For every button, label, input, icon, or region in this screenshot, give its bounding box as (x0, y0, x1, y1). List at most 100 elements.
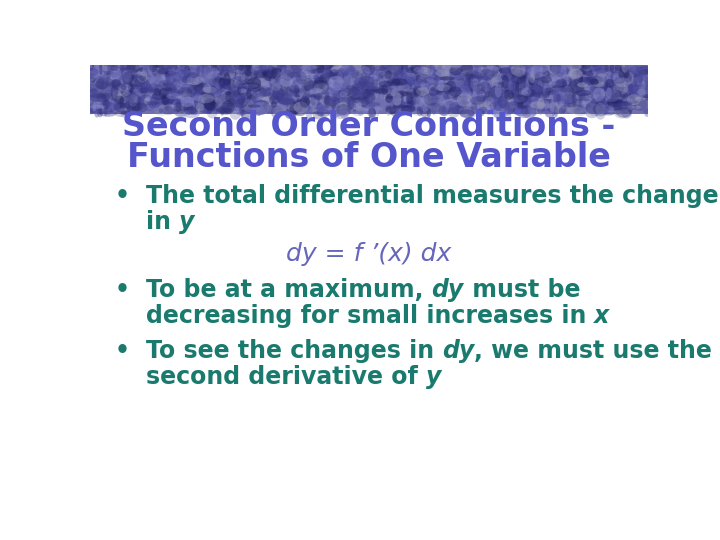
Ellipse shape (338, 94, 346, 107)
Ellipse shape (228, 80, 231, 93)
Ellipse shape (338, 87, 353, 97)
Ellipse shape (181, 71, 195, 80)
Ellipse shape (438, 80, 444, 91)
Ellipse shape (150, 75, 156, 87)
Ellipse shape (367, 103, 380, 106)
Ellipse shape (365, 61, 377, 70)
Ellipse shape (533, 104, 537, 110)
Ellipse shape (204, 75, 212, 85)
Ellipse shape (427, 107, 431, 118)
Ellipse shape (205, 66, 210, 73)
Ellipse shape (563, 82, 570, 85)
Ellipse shape (111, 97, 122, 101)
Ellipse shape (247, 77, 261, 89)
Ellipse shape (222, 87, 238, 92)
Ellipse shape (167, 77, 173, 89)
Ellipse shape (554, 99, 570, 104)
Ellipse shape (361, 75, 378, 80)
Ellipse shape (261, 77, 267, 88)
Ellipse shape (194, 73, 202, 83)
Ellipse shape (393, 92, 402, 106)
Ellipse shape (434, 75, 446, 85)
Ellipse shape (379, 75, 389, 79)
Ellipse shape (231, 104, 241, 111)
Ellipse shape (493, 68, 506, 81)
Ellipse shape (513, 95, 524, 107)
Ellipse shape (319, 65, 334, 75)
Ellipse shape (307, 66, 314, 75)
Ellipse shape (607, 95, 615, 100)
Ellipse shape (598, 73, 606, 78)
Ellipse shape (179, 72, 188, 84)
Ellipse shape (595, 68, 611, 72)
Ellipse shape (100, 93, 114, 99)
Ellipse shape (145, 83, 161, 90)
Ellipse shape (144, 98, 151, 104)
Ellipse shape (277, 93, 294, 105)
Ellipse shape (545, 87, 557, 100)
Ellipse shape (477, 91, 485, 98)
Ellipse shape (400, 106, 405, 113)
Ellipse shape (522, 106, 536, 119)
Ellipse shape (617, 78, 631, 84)
Ellipse shape (212, 79, 221, 84)
Text: dy: dy (442, 339, 474, 363)
Ellipse shape (416, 87, 429, 96)
Ellipse shape (494, 92, 501, 106)
Ellipse shape (567, 74, 571, 80)
Ellipse shape (393, 62, 400, 71)
Ellipse shape (305, 73, 318, 78)
Ellipse shape (297, 112, 306, 116)
Ellipse shape (215, 85, 220, 91)
Ellipse shape (121, 89, 129, 98)
Text: Functions of One Variable: Functions of One Variable (127, 141, 611, 174)
Ellipse shape (240, 110, 243, 117)
Text: x: x (595, 304, 610, 328)
Ellipse shape (614, 77, 625, 84)
Ellipse shape (558, 77, 574, 89)
Ellipse shape (284, 77, 290, 91)
Ellipse shape (470, 110, 478, 117)
Ellipse shape (102, 94, 107, 107)
Ellipse shape (116, 73, 130, 86)
Ellipse shape (165, 83, 168, 91)
Ellipse shape (393, 95, 399, 103)
Ellipse shape (336, 72, 343, 84)
Ellipse shape (216, 107, 232, 113)
Ellipse shape (235, 97, 248, 109)
Ellipse shape (446, 97, 451, 110)
Ellipse shape (181, 100, 196, 113)
Ellipse shape (235, 79, 248, 85)
Ellipse shape (282, 76, 291, 79)
Ellipse shape (328, 109, 342, 117)
Ellipse shape (613, 111, 626, 114)
Ellipse shape (361, 106, 373, 113)
Ellipse shape (85, 71, 96, 81)
Ellipse shape (572, 81, 577, 85)
Ellipse shape (431, 94, 438, 98)
Ellipse shape (296, 79, 307, 84)
Ellipse shape (634, 93, 647, 98)
Ellipse shape (88, 73, 102, 79)
Ellipse shape (208, 64, 217, 77)
Ellipse shape (418, 76, 421, 89)
Ellipse shape (436, 70, 449, 77)
Ellipse shape (541, 79, 557, 93)
Ellipse shape (139, 76, 146, 81)
Ellipse shape (379, 65, 396, 72)
Ellipse shape (157, 70, 168, 75)
Ellipse shape (483, 91, 495, 102)
Ellipse shape (184, 93, 193, 106)
Ellipse shape (366, 97, 376, 102)
Ellipse shape (384, 70, 392, 79)
Ellipse shape (603, 86, 608, 89)
Ellipse shape (279, 79, 290, 83)
Ellipse shape (552, 95, 565, 106)
Ellipse shape (598, 86, 612, 92)
Ellipse shape (396, 73, 413, 78)
Ellipse shape (165, 75, 176, 85)
Ellipse shape (215, 78, 220, 90)
Ellipse shape (240, 74, 248, 82)
Ellipse shape (459, 86, 471, 99)
Ellipse shape (207, 102, 210, 112)
